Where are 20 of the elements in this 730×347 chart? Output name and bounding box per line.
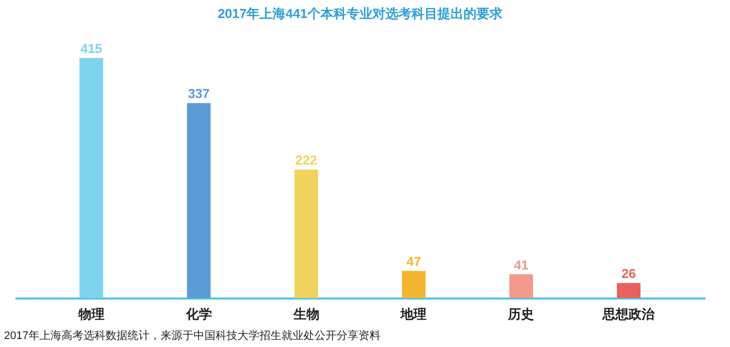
x-tick-label: 化学 [184, 306, 212, 322]
data-label: 222 [295, 152, 318, 168]
bar [616, 282, 641, 298]
x-tick-label: 生物 [292, 306, 320, 322]
data-label: 415 [80, 41, 102, 56]
x-tick-label: 思想政治 [602, 306, 656, 322]
bar [186, 103, 211, 298]
bar [294, 170, 318, 298]
bar [79, 58, 104, 298]
data-label: 47 [406, 254, 421, 269]
x-tick-label: 地理 [400, 306, 427, 322]
bar [509, 274, 534, 298]
chart-title: 2017年上海441个本科专业对选考科目提出的要求 [218, 6, 504, 21]
bar [402, 270, 426, 298]
data-label: 337 [188, 86, 210, 102]
data-label: 26 [621, 266, 636, 281]
text: 2017年上海高考选科数据统计，来源于中国科技大学招生就业处公开分享资料 [4, 328, 380, 343]
x-tick-label: 物理 [77, 306, 104, 322]
data-label: 41 [514, 257, 528, 272]
x-tick-label: 历史 [507, 306, 534, 322]
